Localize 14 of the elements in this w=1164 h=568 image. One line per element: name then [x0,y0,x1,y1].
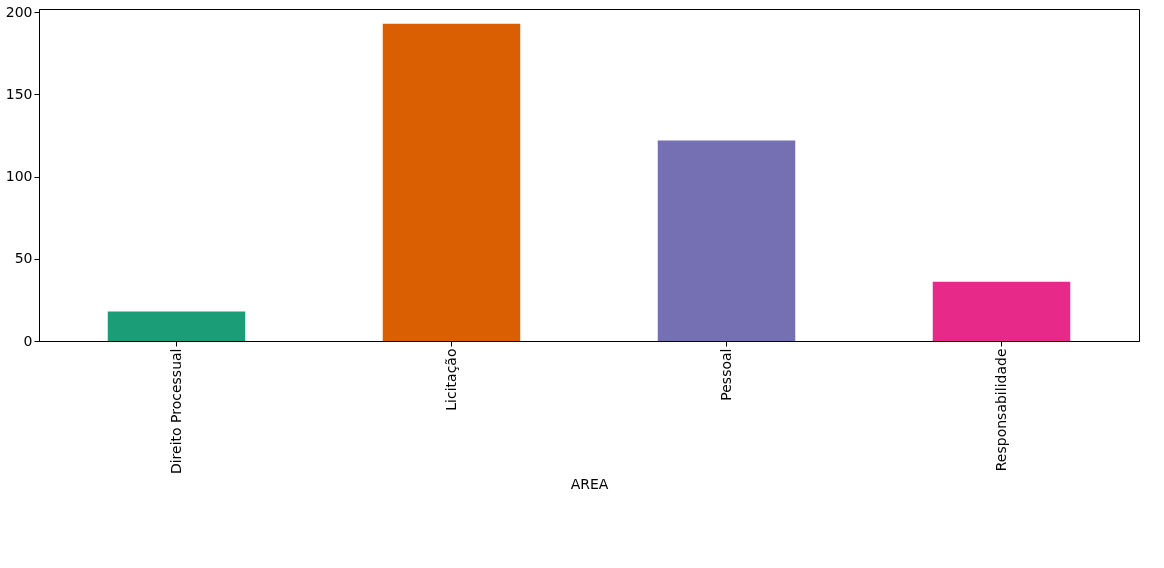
y-tick-label: 0 [23,332,33,349]
x-tick-label: Responsabilidade [992,348,1009,472]
x-tick-label: Licitação [442,348,459,411]
bar [932,281,1071,341]
y-tick-label: 50 [14,250,33,267]
x-axis-title: AREA [570,476,609,493]
x-tick-label: Direito Processual [167,348,184,475]
y-tick-label: 100 [5,168,33,185]
y-tick-label: 200 [5,3,33,20]
bar [382,23,521,341]
y-tick-label: 150 [5,85,33,102]
x-tick-label: Pessoal [717,348,734,401]
bar [107,311,246,341]
bar [657,140,796,341]
